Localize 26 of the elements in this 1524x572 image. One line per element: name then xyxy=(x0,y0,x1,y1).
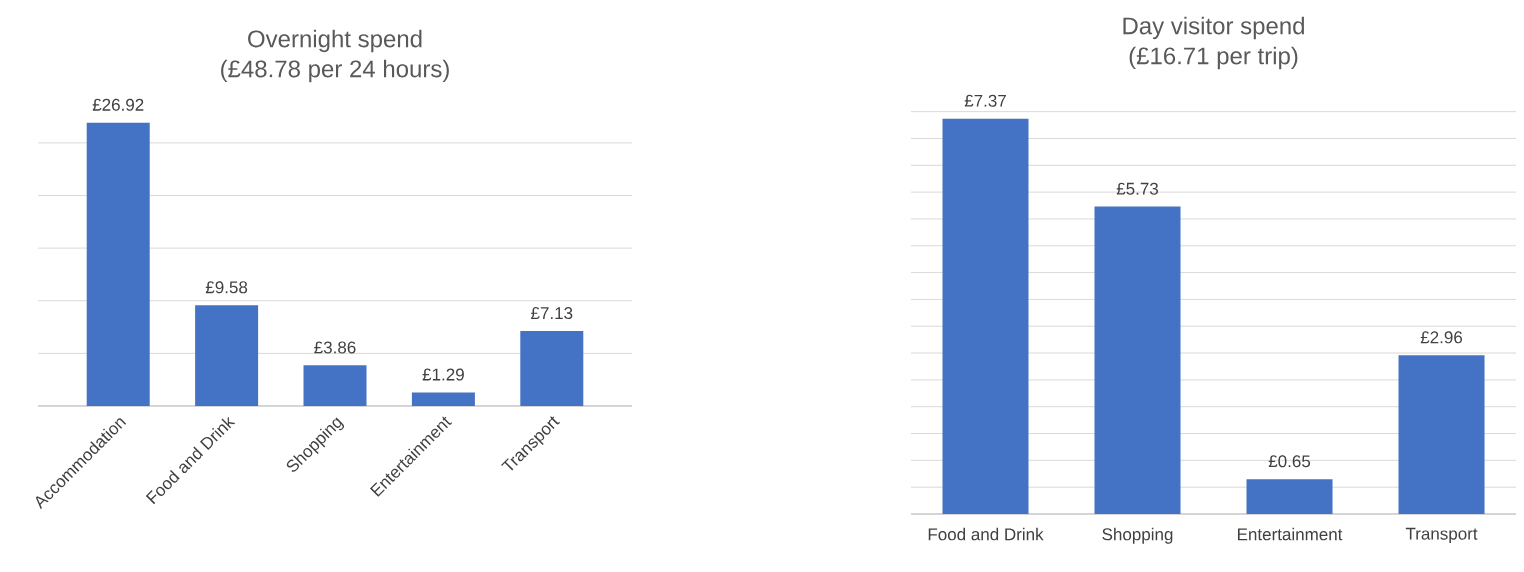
data-label: £3.86 xyxy=(314,341,356,354)
chart-subtitle: (£48.78 per 24 hours) xyxy=(221,59,449,83)
x-tick-label: Shopping xyxy=(1102,527,1173,544)
bar xyxy=(411,392,475,406)
chart-title: Day visitor spend xyxy=(1123,16,1304,40)
bar xyxy=(303,365,367,406)
data-label: £26.92 xyxy=(92,98,144,111)
x-tick-label: Food and Drink xyxy=(928,527,1044,541)
bar xyxy=(942,118,1029,514)
bar xyxy=(1094,206,1181,514)
data-label: £5.73 xyxy=(1116,182,1159,195)
x-tick-label: Entertainment xyxy=(1237,527,1343,541)
bar xyxy=(86,122,150,406)
data-label: £2.96 xyxy=(1420,331,1463,344)
bar xyxy=(1246,479,1333,514)
bar xyxy=(1398,355,1485,514)
x-tick-label: Transport xyxy=(1405,527,1478,544)
data-label: £9.58 xyxy=(205,281,248,294)
data-label: £1.29 xyxy=(422,368,464,381)
data-label: £7.13 xyxy=(531,307,573,320)
data-label: £7.37 xyxy=(964,94,1006,107)
chart-subtitle: (£16.71 per trip) xyxy=(1129,46,1298,70)
bar xyxy=(195,305,259,406)
data-label: £0.65 xyxy=(1268,455,1311,468)
bar xyxy=(520,330,584,406)
chart-title: Overnight spend xyxy=(248,29,422,53)
